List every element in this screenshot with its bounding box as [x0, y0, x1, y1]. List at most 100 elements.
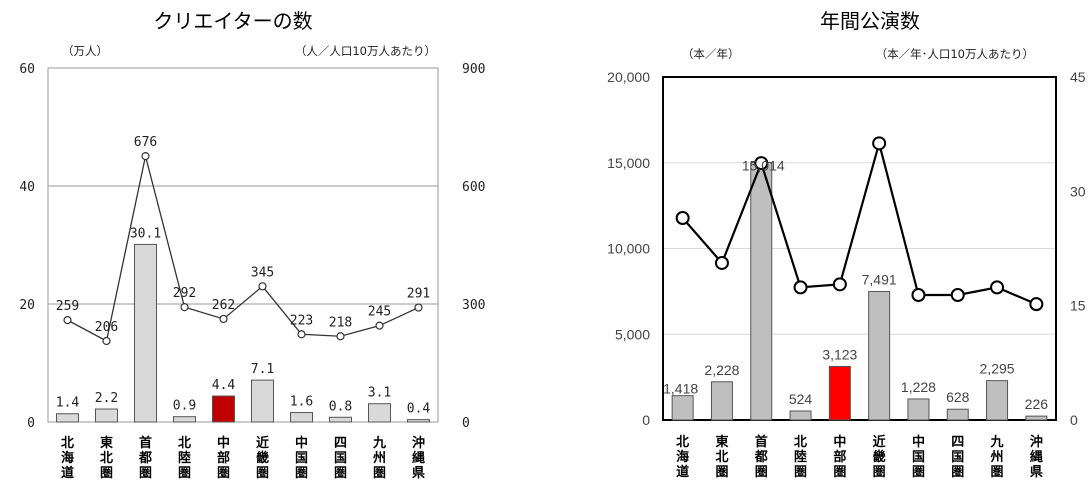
line-point [336, 332, 345, 341]
line-value-label: 245 [368, 305, 391, 320]
bar [986, 380, 1009, 421]
bar-value-label: 1,418 [663, 381, 698, 397]
line-value-label: 259 [56, 299, 79, 314]
left-axis-tick: 20,000 [607, 69, 650, 85]
line-point [1029, 297, 1044, 312]
bar [907, 398, 930, 421]
line-point [832, 277, 847, 292]
line-point [675, 211, 690, 226]
category-label: 四国圏 [334, 436, 347, 481]
line-value-label: 223 [290, 313, 313, 328]
line-point [950, 287, 965, 302]
line-point [102, 336, 111, 346]
right-axis-tick: 15 [1070, 298, 1086, 314]
bar-value-label: 15,014 [742, 158, 785, 174]
bar-value-label: 2,228 [704, 362, 739, 378]
left-axis-tick: 0 [642, 412, 650, 428]
bar [828, 365, 851, 421]
left-axis-tick: 40 [19, 180, 35, 195]
line-value-label: 345 [251, 265, 274, 280]
bar-value-label: 2,295 [980, 361, 1015, 377]
category-label: 近畿圏 [873, 434, 886, 480]
chart-title: クリエイターの数 [153, 9, 312, 33]
plot-area [662, 76, 1057, 421]
bar [946, 408, 969, 421]
category-label: 沖縄県 [412, 435, 425, 481]
category-label: 中部圏 [833, 434, 846, 480]
line-point [990, 280, 1005, 295]
line-value-label: 676 [134, 135, 157, 150]
category-label: 北海道 [676, 435, 689, 480]
left-axis-tick: 15,000 [607, 155, 650, 171]
bar-value-label: 4.4 [212, 378, 236, 393]
line-point [793, 280, 808, 295]
category-label: 近畿圏 [256, 435, 269, 481]
right-axis-unit: （人／人口10万人あたり） [295, 44, 436, 58]
category-label: 東北圏 [715, 434, 728, 480]
bar [329, 416, 352, 423]
category-label: 北陸圏 [794, 435, 807, 480]
left-axis-tick: 5,000 [615, 326, 650, 342]
category-label: 中国圏 [912, 434, 925, 480]
left-axis-tick: 10,000 [607, 241, 650, 257]
bar [56, 413, 79, 423]
bar-value-label: 1.4 [56, 396, 80, 411]
bar-value-label: 2.2 [95, 391, 118, 406]
line-value-label: 292 [173, 286, 196, 301]
bar-value-label: 628 [946, 389, 970, 405]
bar [710, 381, 733, 421]
bar-value-label: 1.6 [290, 395, 313, 410]
bar [789, 410, 812, 421]
right-axis-tick: 900 [462, 62, 485, 77]
bar [750, 162, 773, 421]
line-point [872, 136, 887, 151]
bar-value-label: 0.4 [407, 402, 431, 417]
line-point [414, 303, 423, 312]
creators-chart: クリエイターの数（万人） （人／人口10万人あたり）020406003006009… [19, 9, 485, 481]
right-axis-tick: 300 [462, 298, 485, 313]
bar [368, 403, 391, 423]
bar-value-label: 524 [789, 391, 813, 407]
line-point [754, 156, 769, 171]
right-axis-tick: 30 [1070, 183, 1086, 199]
left-axis-unit: （万人） [62, 44, 108, 58]
category-label: 沖縄県 [1030, 434, 1043, 480]
plot-area [47, 67, 439, 423]
line-point [714, 255, 729, 270]
line-point [180, 303, 189, 312]
category-label: 九州圏 [372, 436, 386, 481]
bar [868, 291, 891, 421]
line-series [67, 155, 419, 342]
line-series [681, 139, 1037, 306]
line-value-label: 218 [329, 315, 352, 330]
bar-value-label: 1,228 [901, 379, 936, 395]
right-axis-tick: 0 [462, 416, 470, 431]
performances-chart: 年間公演数 （本／年） （本／年･人口10万人あたり） 0 5,000 10,000 15,… [607, 9, 1086, 480]
category-label: 中国圏 [295, 435, 308, 481]
right-axis-tick: 45 [1070, 69, 1086, 85]
bar-value-label: 3,123 [822, 346, 857, 362]
bar [251, 379, 274, 423]
bar [95, 408, 118, 423]
bar [671, 395, 694, 421]
bar [407, 419, 430, 423]
bar [212, 395, 235, 423]
right-axis-tick: 600 [462, 180, 485, 195]
category-label: 東北圏 [100, 435, 113, 481]
bar-value-label: 7.1 [251, 362, 274, 377]
line-point [141, 152, 150, 161]
category-label: 首都圏 [138, 435, 152, 481]
bar-value-label: 226 [1025, 396, 1049, 412]
category-label: 中部圏 [217, 435, 230, 481]
chart-title: 年間公演数 [820, 9, 920, 33]
line-point [219, 314, 228, 324]
left-axis-tick: 0 [27, 416, 35, 431]
bar [1025, 415, 1048, 421]
line-point [258, 282, 267, 291]
left-axis-tick: 60 [19, 62, 35, 77]
line-value-label: 262 [212, 298, 235, 313]
bar [134, 243, 157, 423]
category-label: 九州圏 [990, 435, 1004, 480]
bar-value-label: 30.1 [130, 226, 161, 241]
right-axis-unit: （本／年･人口10万人あたり） [876, 47, 1034, 61]
